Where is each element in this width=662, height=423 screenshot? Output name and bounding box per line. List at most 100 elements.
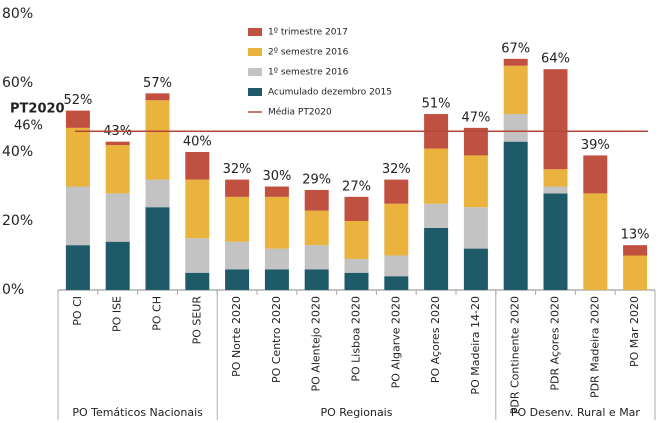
bar-segment [145,207,170,290]
bar-segment [344,272,369,290]
legend-swatch [248,48,262,56]
bar-segment [304,210,329,246]
bar-segment [65,110,90,128]
x-tick-label: PO CH [151,296,164,331]
total-label: 52% [63,93,92,108]
x-tick-label: PO Lisboa 2020 [350,296,363,382]
bar-segment [543,169,568,187]
total-label: 39% [581,138,610,153]
total-label: 13% [621,228,650,243]
bar-segment [384,179,409,204]
bar-segment [424,227,449,290]
group-label: PO Temáticos Nacionais [72,406,203,419]
bar-segment [65,245,90,290]
x-tick-label: PO CI [71,296,84,326]
total-label: 67% [501,41,530,56]
x-tick-label: PO Mar 2020 [628,296,641,367]
total-label: 64% [541,52,570,67]
bar-segment [424,203,449,228]
group-label: PO Desenv. Rural e Mar [511,406,641,419]
bar-segment [583,193,608,290]
total-label: 29% [302,172,331,187]
bar-segment [105,141,130,146]
bar-segment [384,255,409,277]
x-tick-label: PDR Madeira 2020 [588,296,601,398]
x-tick-label: PO Alentejo 2020 [310,296,323,391]
total-label: 51% [422,97,451,112]
total-label: 47% [461,110,490,125]
bar-segment [145,100,170,180]
bar-segment [264,196,289,249]
bar-segment [424,148,449,204]
bar-segment [304,189,329,211]
legend-label: Média PT2020 [268,107,332,118]
bar-segment [503,141,528,290]
y-tick-label: 0% [2,282,24,298]
legend-label: 2º semestre 2016 [268,48,349,58]
x-tick-label: PO Madeira 14-20 [469,296,482,395]
bar-segment [463,207,488,249]
group-label: PO Regionais [321,406,393,419]
x-tick-label: PO Açores 2020 [429,296,442,383]
bar-segment [384,203,409,256]
bar-segment [264,186,289,197]
bar-segment [463,248,488,290]
bar-segment [65,127,90,187]
bar-segment [225,179,250,197]
bar-segment [543,193,568,290]
bar-segment [503,58,528,66]
bar-segment [105,241,130,290]
x-tick-label: PO Norte 2020 [230,296,243,377]
bar-segment [185,238,210,273]
bar-segment [304,269,329,290]
bar-segment [503,65,528,115]
legend-swatch [248,28,262,36]
bar-segment [543,186,568,194]
bar-segment [503,114,528,142]
bar-segment [344,196,369,221]
bar-segment [543,69,568,170]
total-label: 57% [143,76,172,91]
total-label: 32% [223,162,252,177]
total-label: 30% [262,169,291,184]
bar-segment [264,248,289,270]
bar-segment [185,179,210,239]
total-label: 40% [183,135,212,150]
bar-segment [105,145,130,194]
bar-segment [384,276,409,290]
bar-segment [225,241,250,270]
legend-label: 1º semestre 2016 [268,68,349,78]
bar-segment [145,93,170,101]
x-tick-label: PO Algarve 2020 [389,296,402,388]
bar-segment [304,245,329,270]
x-tick-label: PO Centro 2020 [270,296,283,383]
bar-segment [225,269,250,290]
legend-swatch [248,68,262,76]
bar-segment [344,258,369,273]
bar-segment [65,186,90,246]
bar-segment [463,155,488,208]
x-tick-label: PO SEUR [190,296,203,345]
bar-segment [185,272,210,290]
y-tick-label: 40% [2,144,33,160]
legend-label: 1º trimestre 2017 [268,28,348,38]
bar-segment [145,179,170,208]
legend-label: Acumulado dezembro 2015 [268,88,392,98]
bar-segment [225,196,250,242]
y-tick-label: 60% [2,75,33,91]
x-tick-label: PDR Açores 2020 [549,296,562,391]
total-label: 27% [342,179,371,194]
bar-segment [623,245,648,256]
reference-label: 46% [14,119,43,134]
reference-title: PT2020 [10,102,65,117]
bar-segment [105,193,130,242]
bar-segment [264,269,289,290]
legend-swatch [248,88,262,96]
bar-segment [463,127,488,156]
bar-segment [344,221,369,259]
bar-segment [623,255,648,290]
y-tick-label: 80% [2,6,33,22]
bar-segment [185,152,210,180]
x-tick-label: PDR Continente 2020 [509,296,522,414]
